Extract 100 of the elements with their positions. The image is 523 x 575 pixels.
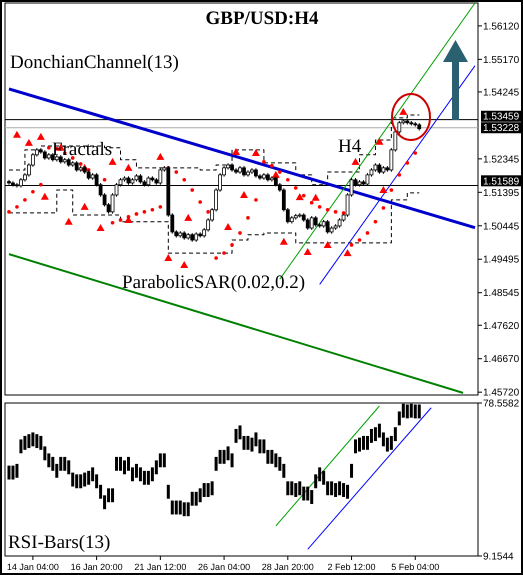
point: [156, 152, 164, 160]
y-tick-label: 1.45720: [483, 388, 520, 399]
candlestick: [254, 168, 258, 178]
point: [7, 210, 11, 214]
point: [222, 251, 226, 255]
bar: [294, 483, 298, 497]
bar: [182, 502, 186, 516]
point: [238, 231, 242, 235]
point: [252, 149, 260, 156]
candlestick: [194, 232, 198, 242]
point: [379, 186, 388, 194]
point: [304, 248, 312, 256]
y-tick-label: 1.55170: [483, 54, 520, 66]
bar: [210, 481, 214, 496]
x-tick-label: 16 Jan 20:00: [70, 562, 123, 572]
point: [15, 205, 19, 209]
point: [413, 151, 418, 155]
bar: [374, 427, 377, 442]
bar: [142, 470, 146, 485]
bar: [146, 470, 150, 485]
point: [270, 164, 274, 168]
point: [118, 218, 122, 222]
point: [344, 249, 352, 256]
bar: [111, 488, 114, 502]
point: [326, 208, 330, 212]
bar: [178, 500, 182, 514]
bar: [174, 500, 178, 514]
bar: [194, 492, 198, 506]
bar: [7, 466, 10, 480]
y-tick-label: 1.54245: [483, 87, 520, 98]
bar: [330, 481, 334, 496]
x-tick-label: 21 Jan 12:00: [134, 562, 186, 572]
y-tick-label: 78.5582: [483, 398, 520, 410]
point: [96, 224, 105, 232]
x-tick-label: 26 Jan 04:00: [198, 562, 250, 572]
point: [174, 170, 178, 174]
point: [64, 218, 73, 225]
bar: [79, 474, 82, 488]
point: [150, 208, 154, 212]
ref-line-label: 1.53459: [483, 112, 520, 123]
y-tick-label: 1.50445: [483, 221, 520, 232]
point: [12, 130, 21, 138]
point: [324, 240, 332, 248]
point: [278, 170, 282, 174]
candlestick: [74, 160, 79, 172]
point: [164, 254, 172, 261]
point: [134, 212, 138, 216]
point: [190, 188, 194, 192]
point: [24, 138, 33, 146]
point: [78, 162, 82, 166]
bar: [138, 467, 142, 482]
bar: [63, 456, 66, 471]
bar: [23, 436, 26, 450]
candlestick: [242, 166, 246, 178]
point: [352, 158, 360, 165]
candlestick: [306, 218, 310, 230]
bar: [338, 481, 342, 496]
bar: [87, 470, 90, 485]
point: [47, 146, 51, 150]
candlestick: [378, 162, 382, 174]
bar: [354, 439, 358, 454]
x-tick-label: 2 Feb 12:00: [328, 562, 376, 572]
bar: [170, 500, 174, 514]
y-tick-label: 1.51395: [483, 188, 520, 199]
bar: [11, 466, 14, 480]
candlestick: [42, 150, 47, 160]
candlestick: [310, 216, 314, 230]
candlestick: [314, 216, 318, 228]
point: [286, 178, 290, 182]
bar: [246, 436, 250, 450]
point: [382, 206, 386, 210]
bar: [286, 481, 290, 496]
y-tick-label: 9.1544: [483, 552, 514, 562]
y-tick-label: 1.48545: [483, 288, 520, 300]
bar: [115, 456, 118, 471]
bar: [306, 486, 310, 500]
point: [296, 193, 304, 200]
bar: [166, 484, 170, 499]
point: [184, 214, 192, 221]
point: [80, 202, 89, 210]
bar: [134, 464, 138, 478]
point: [40, 192, 49, 200]
bar: [362, 436, 365, 450]
bar: [122, 460, 126, 474]
point: [398, 173, 402, 177]
point: [312, 194, 320, 201]
bar: [206, 483, 210, 497]
y-tick-label: 1.46670: [483, 354, 520, 366]
point: [374, 220, 378, 224]
point: [246, 216, 250, 220]
point: [232, 148, 240, 155]
point: [366, 231, 370, 235]
x-tick-label: 14 Jan 04:00: [6, 562, 59, 572]
point: [375, 138, 384, 145]
bar: [234, 428, 238, 443]
point: [214, 256, 218, 260]
point: [102, 178, 106, 182]
point: [110, 220, 114, 225]
bar: [19, 439, 22, 454]
point: [240, 190, 248, 198]
